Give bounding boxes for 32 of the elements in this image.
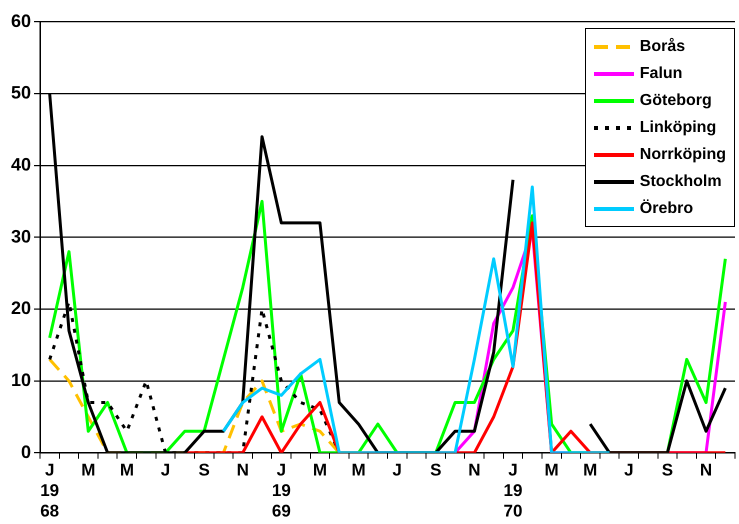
y-tick-label: 40 bbox=[10, 154, 32, 174]
y-tick-label: 0 bbox=[21, 442, 32, 462]
x-tick-label: J 19 68 bbox=[40, 460, 60, 520]
x-tick-label: M bbox=[351, 460, 366, 480]
legend-label: Linköping bbox=[640, 118, 716, 136]
legend-label: Falun bbox=[640, 64, 682, 82]
legend-label: Stockholm bbox=[640, 172, 722, 190]
x-tick-label: J bbox=[624, 460, 634, 480]
y-tick-label: 20 bbox=[10, 298, 32, 318]
y-tick-label: 10 bbox=[10, 370, 32, 390]
x-tick-label: M bbox=[81, 460, 96, 480]
x-tick-label: M bbox=[120, 460, 134, 480]
x-tick-label: J bbox=[160, 460, 170, 480]
y-tick-label: 30 bbox=[10, 226, 32, 246]
x-tick-label: J 19 69 bbox=[272, 460, 291, 520]
y-tick-label: 50 bbox=[10, 82, 32, 103]
x-tick-label: S bbox=[198, 460, 210, 480]
x-tick-label: N bbox=[236, 460, 249, 480]
x-tick-label: J 19 70 bbox=[504, 460, 522, 520]
x-tick-label: N bbox=[700, 460, 712, 480]
legend-label: Norrköping bbox=[640, 146, 726, 164]
legend-label: Borås bbox=[640, 38, 686, 56]
x-tick-label: N bbox=[468, 460, 481, 480]
x-tick-label: M bbox=[583, 460, 598, 480]
legend-label: Göteborg bbox=[640, 92, 712, 110]
y-tick-label: 60 bbox=[10, 10, 32, 31]
x-tick-label: M bbox=[544, 460, 559, 480]
x-tick-label: M bbox=[312, 460, 328, 480]
x-tick-label: S bbox=[430, 460, 442, 480]
x-tick-label: J bbox=[392, 460, 402, 480]
legend-label: Örebro bbox=[640, 200, 694, 218]
x-tick-label: S bbox=[662, 460, 674, 480]
